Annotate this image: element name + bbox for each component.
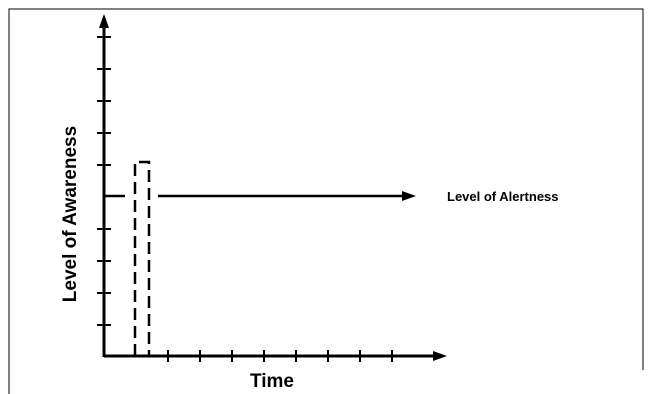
x-axis-arrowhead — [433, 351, 447, 361]
line-label: Level of Alertness — [447, 189, 559, 204]
y-axis-ticks — [97, 36, 111, 326]
frame-border — [8, 8, 644, 394]
alertness-arrowhead — [402, 191, 416, 201]
x-axis-label: Time — [250, 371, 294, 392]
y-axis-arrowhead — [99, 14, 109, 28]
awareness-pulse-dashed — [133, 160, 151, 356]
x-axis-ticks — [167, 350, 393, 362]
y-axis-label: Level of Awareness — [60, 126, 81, 302]
